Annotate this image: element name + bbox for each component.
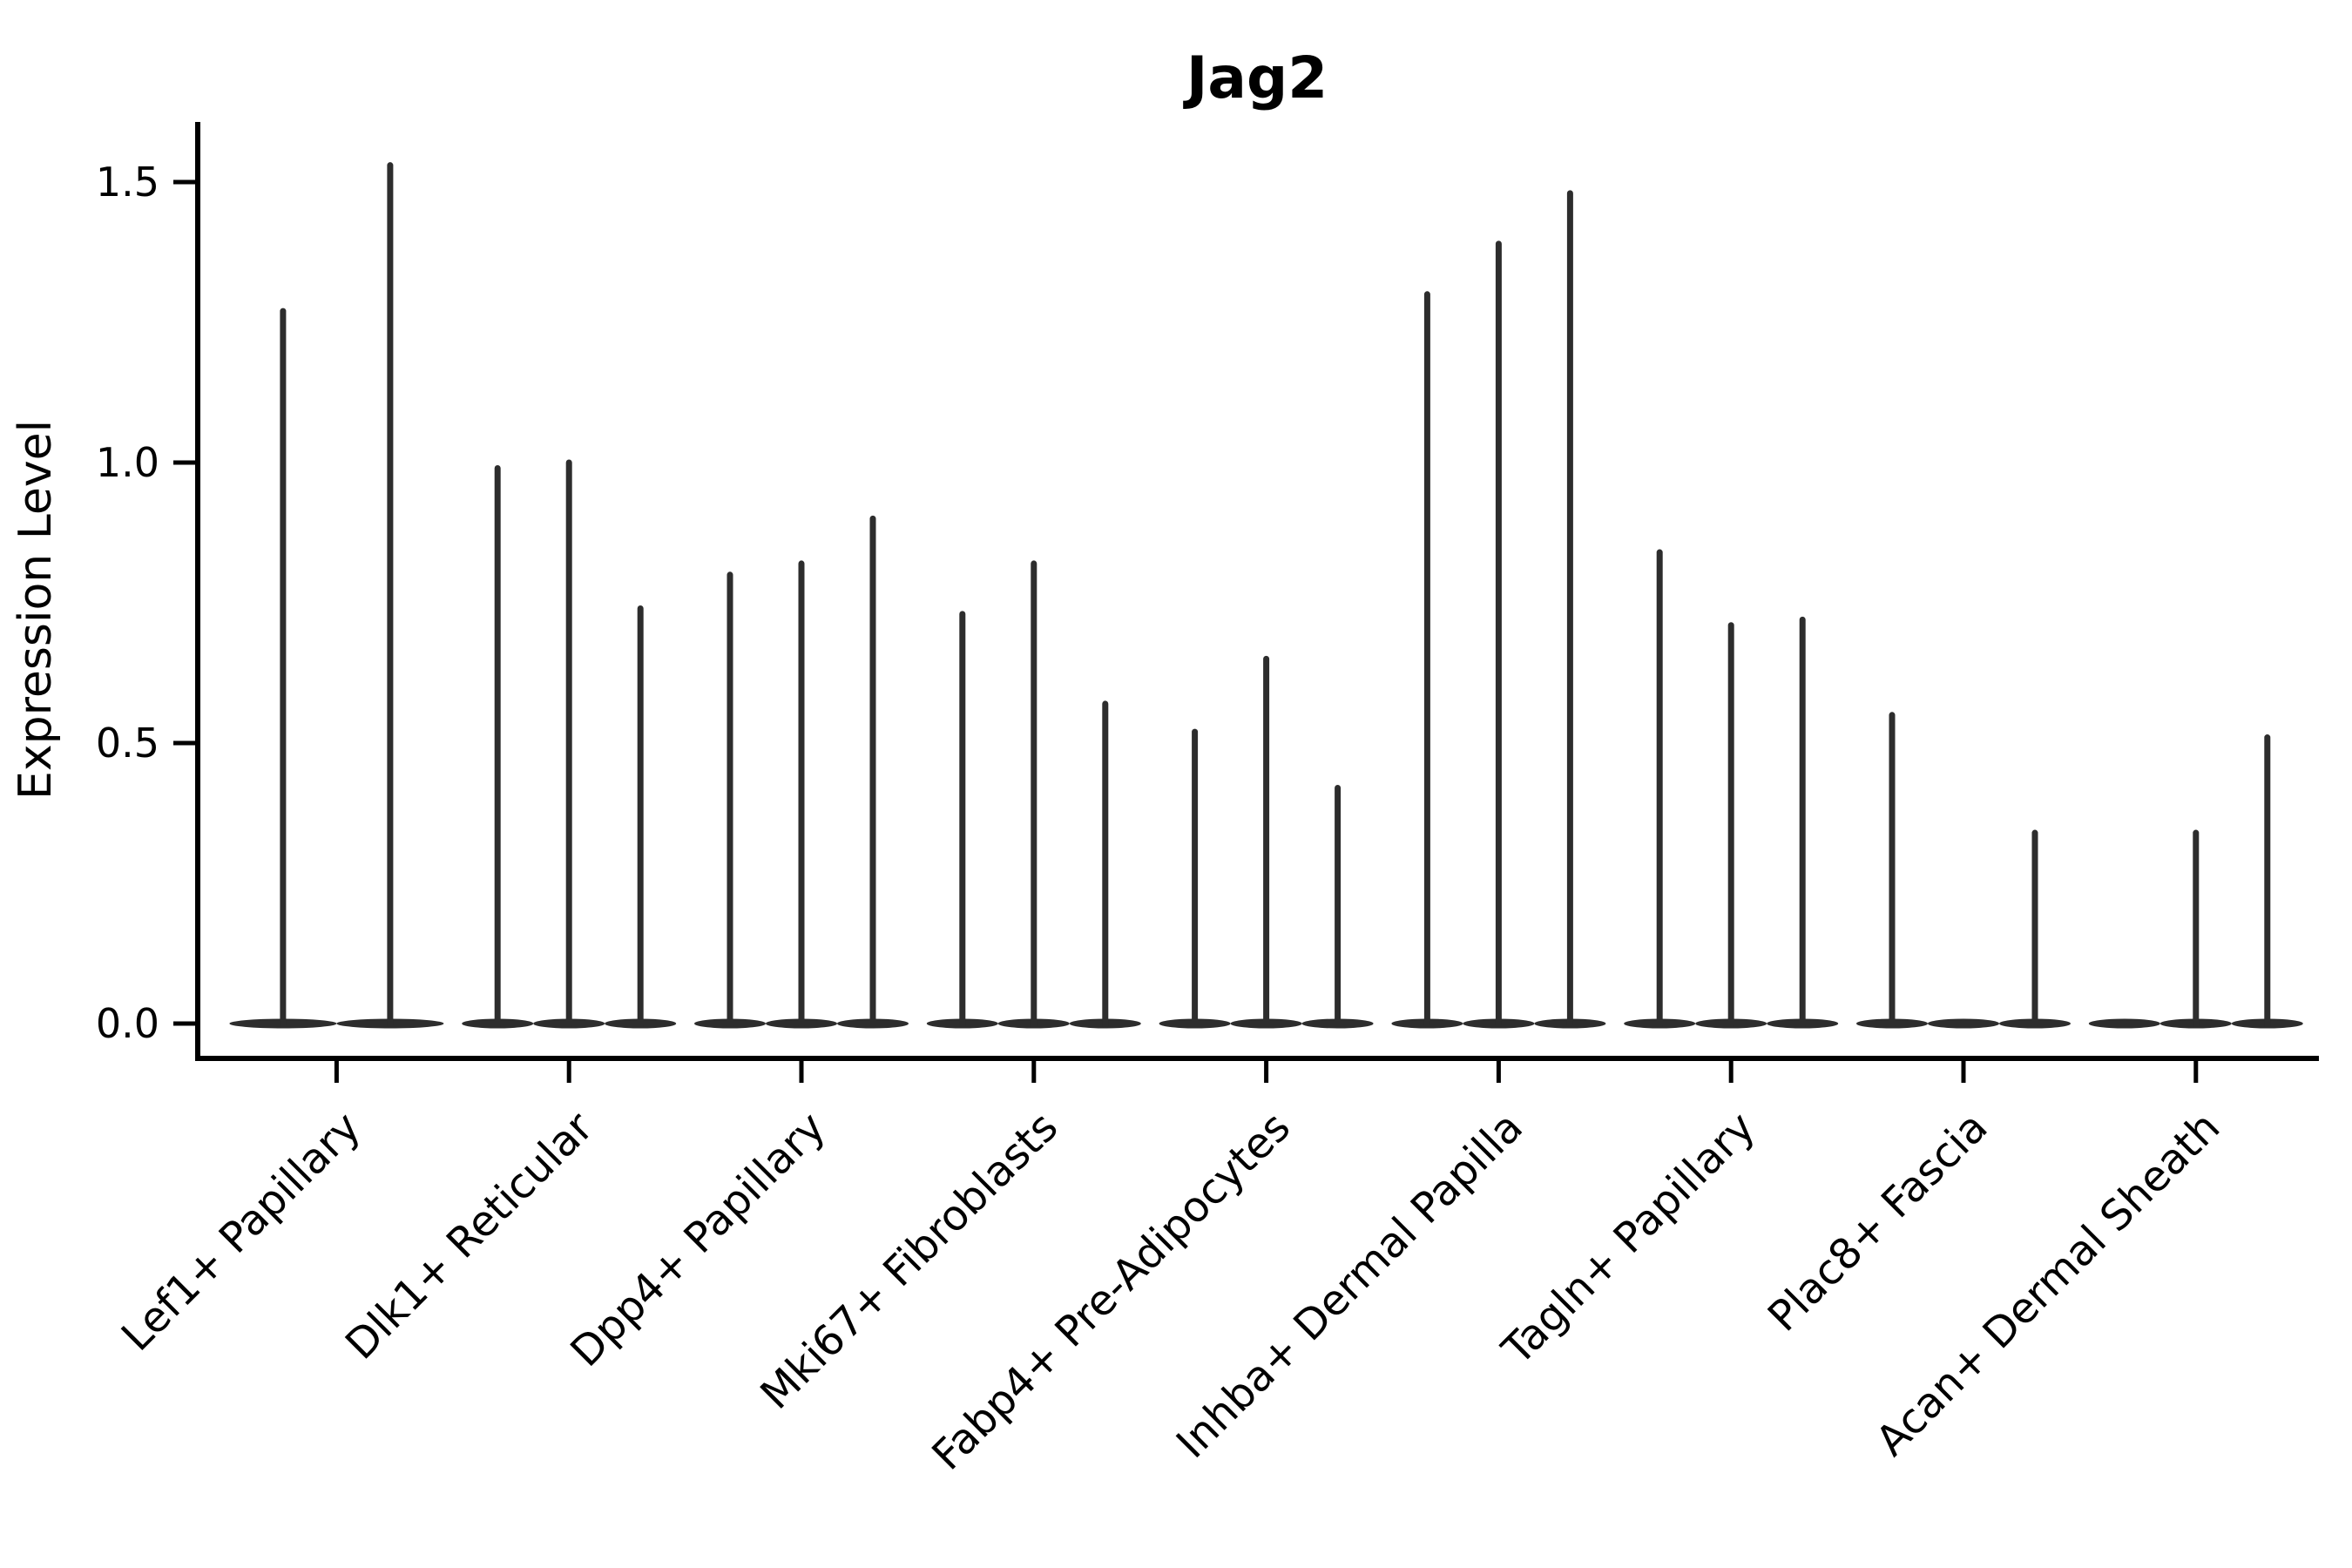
y-tick-label: 0.0: [96, 1000, 159, 1047]
x-tick-label: Dlk1+ Reticular: [336, 1103, 603, 1369]
chart-title: Jag2: [1183, 44, 1328, 112]
x-tick-label: Plac8+ Fascia: [1759, 1103, 1997, 1342]
y-tick-label: 1.0: [96, 439, 159, 486]
violin-base: [1928, 1018, 1999, 1029]
violin-base: [2088, 1018, 2160, 1029]
y-tick-label: 1.5: [96, 159, 159, 206]
x-tick-label: Lef1+ Papillary: [112, 1103, 370, 1361]
y-axis-label: Expression Level: [10, 420, 62, 800]
x-tick-label: Tagln+ Papillary: [1492, 1103, 1764, 1375]
x-tick-label: Dpp4+ Papillary: [561, 1103, 835, 1376]
y-tick-label: 0.5: [96, 720, 159, 767]
